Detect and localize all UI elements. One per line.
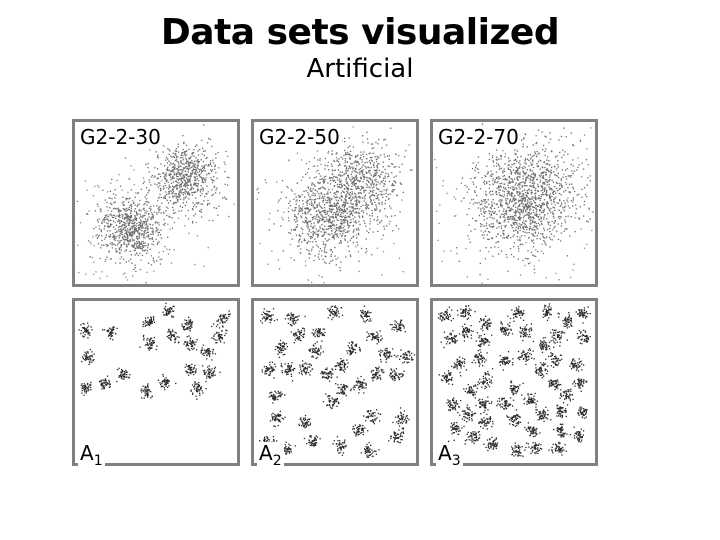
panel-label-a2: A2 — [257, 442, 284, 472]
panel-label-a3: A3 — [436, 442, 463, 472]
panel-label-g2-2-30: G2-2-30 — [78, 125, 163, 149]
slide-title: Data sets visualized — [160, 12, 560, 53]
panel-label-g2-2-50: G2-2-50 — [257, 125, 342, 149]
panel-a2 — [251, 298, 419, 466]
scatter-plot-a1 — [78, 302, 231, 400]
panel-a3 — [430, 298, 598, 466]
panel-label-g2-2-70: G2-2-70 — [436, 125, 521, 149]
scatter-plot-a2 — [259, 305, 416, 458]
scatter-plot-g2-2-70 — [434, 123, 594, 284]
scatter-plot-g2-2-50 — [256, 126, 413, 284]
slide-subtitle: Artificial — [306, 54, 414, 84]
panel-label-a1: A1 — [78, 442, 105, 472]
panel-a1 — [72, 298, 240, 466]
scatter-plot-g2-2-30 — [76, 124, 235, 284]
scatter-plot-a3 — [437, 303, 591, 457]
